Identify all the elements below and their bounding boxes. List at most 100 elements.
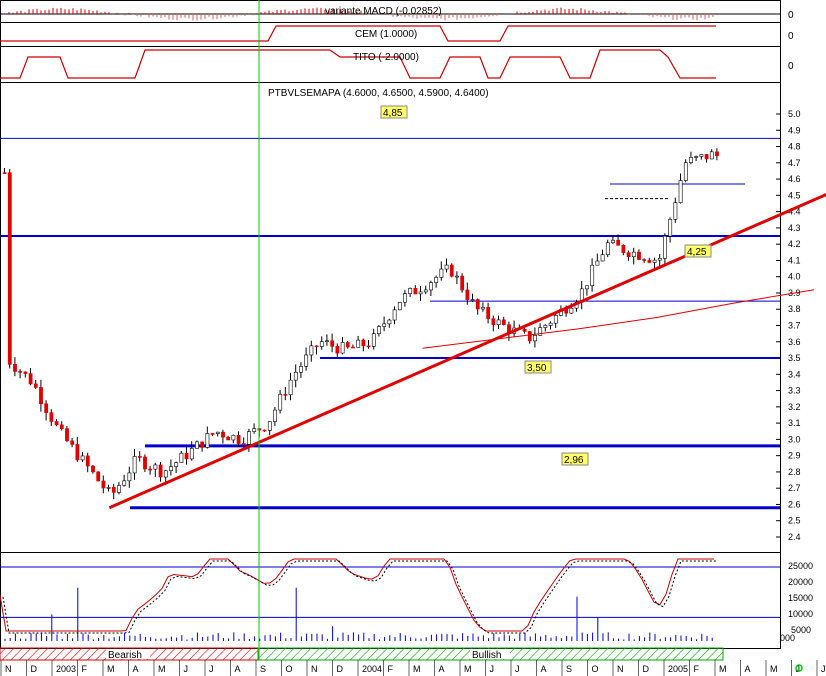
candle-body [387,319,392,325]
candle-body [408,288,413,294]
price-tick-label: 3.8 [788,304,801,314]
volume-axis: 25000 20000 15000 10000 5000 000 [780,561,813,643]
candle-body [299,366,303,373]
candle-body [262,429,267,432]
month-label: M [413,664,421,674]
candle-body [501,319,506,326]
price-tick-label: 3.6 [788,337,801,347]
candle-body [642,259,647,261]
trendline [108,192,826,510]
candle-body [231,434,236,441]
candle-body [278,393,283,411]
cem-axis-zero: 0 [788,31,794,42]
candle-body [626,252,631,257]
candle-body [314,345,319,348]
status-dot-icon [795,664,803,672]
candle-body [444,264,449,270]
candle-body [39,387,43,405]
candle-body [538,327,543,336]
candle-body [460,275,465,291]
candle-body [590,264,595,286]
candle-body [44,403,49,413]
candle-body [96,471,101,482]
month-label: J [209,664,214,674]
candle-body [174,462,179,467]
candle-body [169,466,173,472]
price-tick-label: 4.7 [788,158,801,168]
price-tick-label: 3.7 [788,321,801,331]
candle-body [215,431,220,434]
price-tick-label: 2.4 [788,532,801,542]
candle-body [366,345,371,348]
vol-tick-000: 000 [780,633,795,643]
candle-body [569,307,574,314]
candle-body [340,342,345,354]
candle-body [657,258,662,261]
candle-body [33,383,38,388]
candle-body [652,259,657,263]
candle-body [543,325,548,328]
price-tick-label: 2.8 [788,467,801,477]
candle-body [616,239,621,246]
candle-body [465,289,470,300]
candle-body [382,323,387,327]
price-tick-label: 2.5 [788,516,801,526]
candle-body [527,331,532,342]
price-tick-label: 4.5 [788,190,801,200]
candle-body [236,434,241,444]
candle-body [241,443,246,445]
month-label: A [235,664,241,674]
month-label: A [745,664,751,674]
level-tag-425: 4,25 [684,244,712,258]
month-label: S [260,664,266,674]
candle-body [80,455,85,461]
candle-body [715,151,719,157]
candle-body [28,373,33,385]
candle-body [195,441,199,449]
month-label: N [617,664,624,674]
bullish-label: Bullish [472,650,501,661]
candle-body [23,371,28,374]
candle-body [637,251,641,260]
candle-body [330,340,335,347]
trendline-segment [108,192,826,510]
month-label: J [796,664,801,674]
price-tick-label: 4.9 [788,125,801,135]
price-tick-label: 4.4 [788,207,801,217]
candle-body [59,424,64,429]
month-label: M [107,664,115,674]
candle-body [423,289,428,293]
candle-body [117,485,121,493]
candle-body [694,156,699,158]
candle-body [449,264,454,277]
candle-body [418,291,423,295]
month-label: J [821,664,826,674]
vol-tick-20000: 20000 [788,577,813,587]
tito-label: TITO (-2.0000) [353,52,419,63]
month-label: A [439,664,445,674]
month-label: 2004 [362,664,382,674]
candle-body [553,315,558,324]
candle-body [205,433,210,448]
candle-body [288,379,293,396]
candle-body [304,354,309,367]
month-label: F [694,664,700,674]
candle-body [683,162,688,181]
candle-body [273,409,277,422]
month-label: F [388,664,394,674]
level-tag-296-text: 2,96 [564,455,584,466]
candle-body [403,293,407,303]
candle-body [319,341,324,347]
month-label: M [770,664,778,674]
month-label: S [566,664,572,674]
candle-body [226,436,231,441]
cem-panel [0,25,716,42]
price-tick-label: 4.6 [788,174,801,184]
price-tick-label: 5.0 [788,109,801,119]
panel-frame-3 [0,82,781,553]
moving-average [422,289,815,349]
level-tag-425-text: 4,25 [687,247,707,258]
candle-body [2,172,7,174]
vol-tick-10000: 10000 [788,609,813,619]
candle-body [127,472,132,482]
